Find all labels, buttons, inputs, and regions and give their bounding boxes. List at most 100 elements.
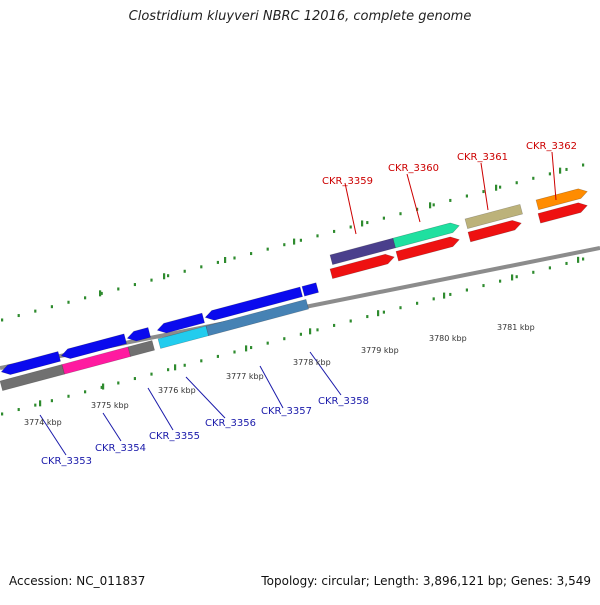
tick-dot xyxy=(167,368,170,372)
feature-ckr-3357 xyxy=(205,299,309,337)
scale-label: 3774 kbp xyxy=(24,418,62,427)
tick-major xyxy=(102,383,105,390)
tick-major xyxy=(39,400,42,407)
scale-label: 3781 kbp xyxy=(497,323,535,332)
feature-shape xyxy=(467,220,522,243)
tick-dot xyxy=(565,167,568,171)
label-leaders xyxy=(39,151,557,456)
leader-line xyxy=(185,376,226,419)
tick-dot xyxy=(316,234,319,238)
tick-dot xyxy=(1,318,4,322)
scale-label: 3776 kbp xyxy=(158,386,196,395)
tick-dot xyxy=(283,243,286,247)
feature-ckr-3359 xyxy=(329,237,396,266)
genome-summary-text: Topology: circular; Length: 3,896,121 bp… xyxy=(261,574,591,588)
gene-label-reverse: CKR_3354 xyxy=(95,443,146,454)
tick-dot xyxy=(382,216,385,220)
tick-dot xyxy=(399,306,402,310)
tick-dot xyxy=(183,269,186,273)
tick-major xyxy=(163,273,166,280)
tick-tracks xyxy=(1,163,585,416)
feature-shape xyxy=(329,237,396,266)
feature-cds-3360 xyxy=(395,236,460,262)
tick-dot xyxy=(200,359,203,363)
feature-shape xyxy=(60,333,127,359)
feature-cds-3362 xyxy=(537,202,588,224)
tick-dot xyxy=(17,408,20,412)
tick-major xyxy=(361,220,364,227)
tick-major xyxy=(174,364,177,371)
tick-dot xyxy=(465,288,468,292)
tick-dot xyxy=(465,194,468,198)
tick-dot xyxy=(266,341,269,345)
tick-dot xyxy=(233,350,236,354)
tick-dot xyxy=(399,212,402,216)
feature-shape xyxy=(0,364,65,392)
feature-cds-3356 xyxy=(204,286,303,321)
map-title: Clostridium kluyveri NBRC 12016, complet… xyxy=(128,9,472,24)
upper-tick-track xyxy=(1,163,585,322)
gene-label-forward: CKR_3362 xyxy=(526,141,577,152)
gene-label-reverse: CKR_3353 xyxy=(41,456,92,467)
feature-shape xyxy=(464,203,523,230)
feature-cds-3353 xyxy=(0,351,61,375)
tick-major xyxy=(293,238,296,245)
feature-ckr-3360 xyxy=(392,222,460,249)
tick-dot xyxy=(515,275,518,279)
feature-cds-3361 xyxy=(467,220,522,243)
gene-label-forward: CKR_3361 xyxy=(457,152,508,163)
tick-major xyxy=(245,345,248,352)
feature-shape xyxy=(126,327,151,342)
tick-dot xyxy=(150,372,153,376)
tick-dot xyxy=(233,256,236,260)
tick-dot xyxy=(266,247,269,251)
tick-dot xyxy=(299,332,302,336)
lower-tick-track xyxy=(1,256,585,416)
tick-dot xyxy=(50,305,53,309)
leader-line xyxy=(551,151,557,201)
tick-dot xyxy=(532,270,535,274)
feature-shape xyxy=(205,299,309,337)
tick-dot xyxy=(50,399,53,403)
feature-ckr-3362 xyxy=(535,188,588,211)
tick-dot xyxy=(416,207,419,211)
tick-dot xyxy=(250,346,253,350)
gene-label-forward: CKR_3359 xyxy=(322,176,373,187)
feature-cds-3355a xyxy=(126,327,151,342)
tick-major xyxy=(577,256,580,263)
scale-label: 3779 kbp xyxy=(361,346,399,355)
tick-dot xyxy=(183,363,186,367)
feature-shape xyxy=(301,282,319,297)
tick-dot xyxy=(133,283,136,287)
feature-cds-3355 xyxy=(156,312,205,334)
feature-shape xyxy=(395,236,460,262)
gene-features xyxy=(0,188,588,392)
tick-dot xyxy=(1,412,4,416)
tick-dot xyxy=(333,229,336,233)
tick-dot xyxy=(283,337,286,341)
gene-label-reverse: CKR_3355 xyxy=(149,431,200,442)
tick-dot xyxy=(167,274,170,278)
tick-major xyxy=(511,274,514,281)
tick-dot xyxy=(67,300,70,304)
tick-dot xyxy=(449,198,452,202)
scale-label: 3777 kbp xyxy=(226,372,264,381)
tick-dot xyxy=(349,225,352,229)
tick-dot xyxy=(250,252,253,256)
tick-dot xyxy=(117,287,120,291)
feature-shape xyxy=(329,253,395,280)
feature-shape xyxy=(392,222,460,249)
tick-dot xyxy=(582,257,585,261)
tick-dot xyxy=(366,221,369,225)
tick-major xyxy=(495,184,498,191)
feature-cds-3357 xyxy=(301,282,319,297)
leader-line xyxy=(344,182,357,235)
tick-dot xyxy=(84,296,87,300)
tick-major xyxy=(377,310,380,317)
scale-labels: 3774 kbp 3775 kbp 3776 kbp 3777 kbp 3778 kbp… xyxy=(24,323,535,427)
feature-cds-3354 xyxy=(60,333,127,359)
tick-dot xyxy=(34,403,37,407)
feature-shape xyxy=(61,346,131,375)
